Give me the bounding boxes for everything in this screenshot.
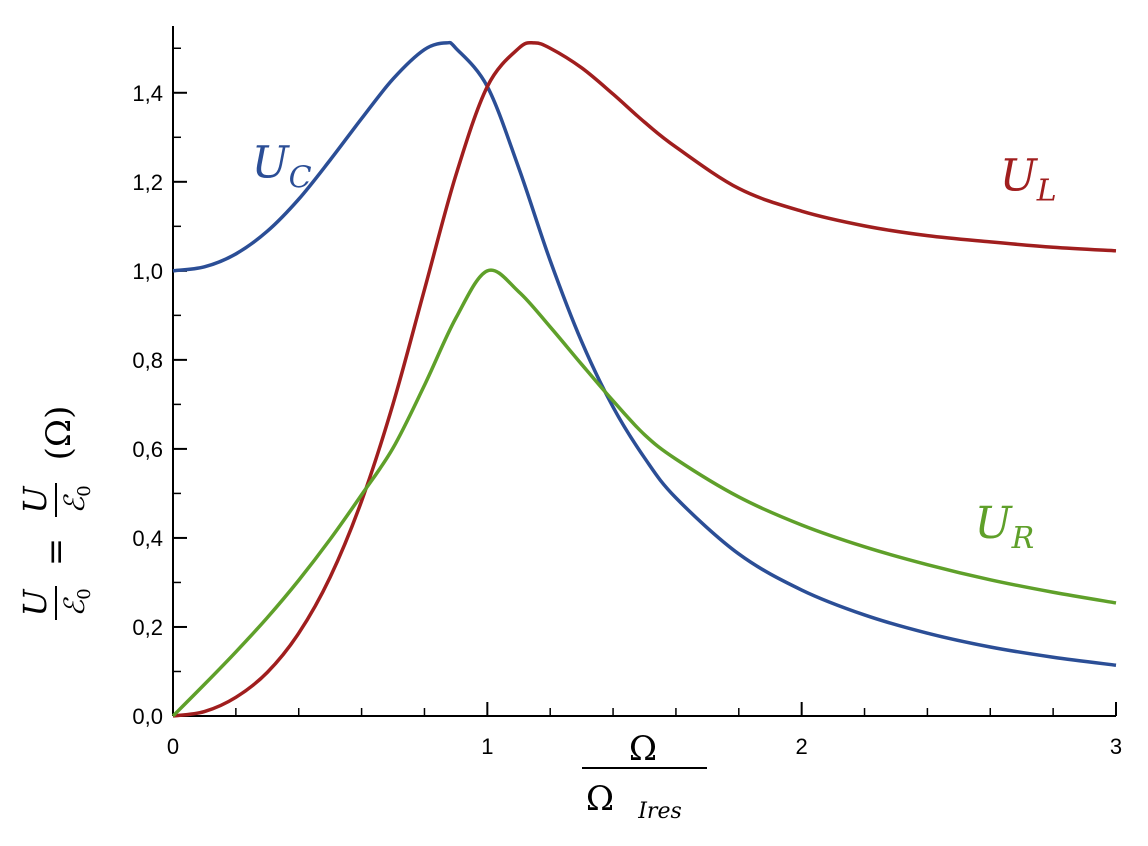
y-label-frac1-den: ℰ: [58, 596, 91, 616]
y-label-frac1-num: U: [16, 588, 54, 616]
y-tick-label: 1,4: [132, 81, 163, 106]
x-tick-label: 2: [796, 734, 808, 759]
y-label-frac1-den-sub: 0: [74, 588, 95, 599]
y-label-frac2-den: ℰ: [58, 493, 91, 513]
x-label-den-sub: Ires: [637, 799, 682, 824]
y-tick-label: 0,8: [132, 348, 163, 373]
x-tick-label: 1: [481, 734, 493, 759]
x-tick-label: 0: [167, 734, 179, 759]
y-tick-label: 0,4: [132, 526, 163, 551]
series-line-UR: [171, 268, 1117, 718]
y-axis-label: U ℰ 0 = U ℰ 0 (Ω): [16, 406, 95, 620]
y-tick-label: 0,0: [132, 704, 163, 729]
series-label-UR: UR: [975, 498, 1035, 556]
x-label-den: Ω: [586, 779, 614, 819]
y-label-frac2-den-sub: 0: [74, 485, 95, 496]
y-tick-label: 1,2: [132, 170, 163, 195]
series-line-UC: [172, 40, 1117, 667]
y-tick-label: 0,2: [132, 615, 163, 640]
y-label-frac2-num: U: [16, 485, 54, 513]
y-tick-label: 1,0: [132, 259, 163, 284]
series-label-UL: UL: [1000, 151, 1057, 209]
x-label-num: Ω: [629, 729, 657, 769]
series-labels: UC UL UR: [252, 137, 1057, 556]
y-tick-label: 0,6: [132, 437, 163, 462]
axes: 0 1 2 3 0,0 0,2 0,4 0,6 0,8 1,0 1,2 1,4: [132, 26, 1122, 759]
x-tick-label: 3: [1110, 734, 1122, 759]
series-group: [171, 40, 1117, 718]
y-label-equals: =: [36, 538, 76, 567]
y-label-arg: (Ω): [39, 406, 79, 461]
x-axis-label: Ω Ω Ires: [582, 729, 707, 824]
series-label-UC: UC: [252, 137, 312, 195]
series-line-UL: [172, 40, 1117, 718]
